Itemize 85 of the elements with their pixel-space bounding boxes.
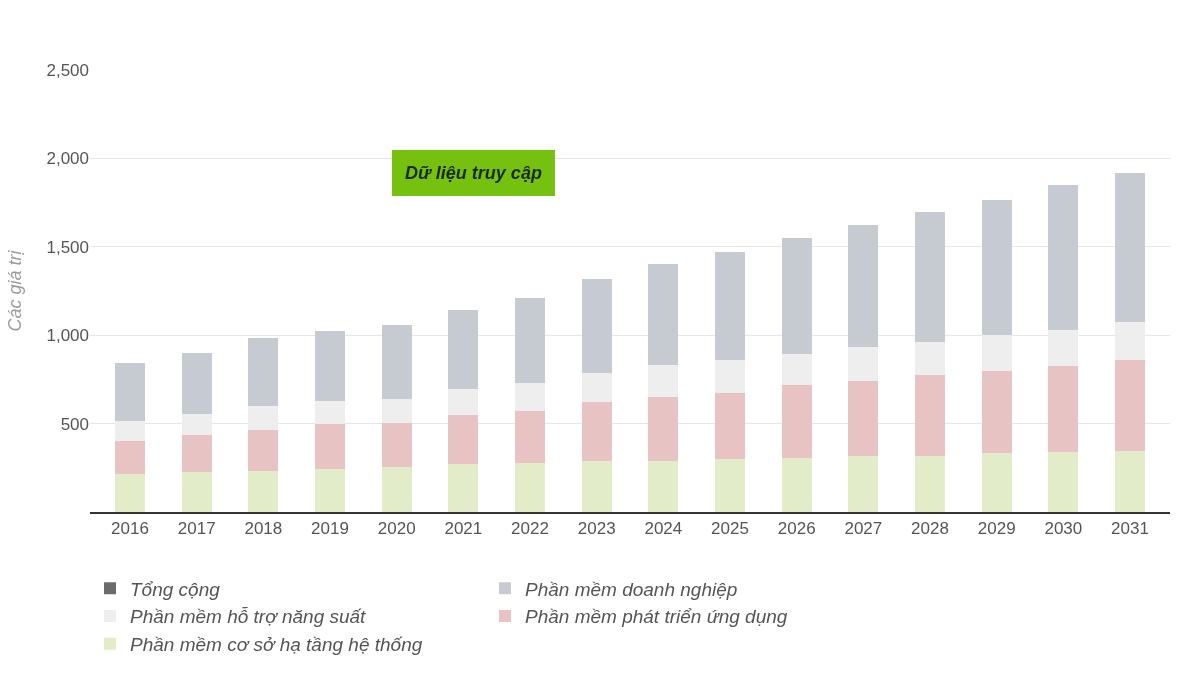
x-tick-label: 2026 (777, 519, 816, 539)
bar (248, 470, 279, 512)
bar (515, 463, 545, 512)
x-tick-label: 2017 (177, 519, 216, 539)
x-tick-label: 2018 (244, 519, 283, 539)
bar (448, 415, 479, 465)
bar (515, 411, 545, 464)
annotation: Dữ liệu truy cập (405, 163, 542, 183)
bar (581, 461, 612, 512)
legend-label: Phần mềm doanh nghiệp (525, 578, 738, 600)
x-tick-label: 2023 (577, 519, 616, 539)
bar (915, 341, 945, 376)
bar (448, 389, 479, 416)
bar (448, 464, 479, 512)
bar (848, 347, 879, 381)
bar (248, 429, 279, 471)
legend-label: Phần mềm phát triển ứng dụng (525, 606, 788, 628)
bar (648, 263, 679, 366)
bar (848, 224, 879, 348)
bar (515, 298, 545, 384)
bar (981, 453, 1012, 512)
bar (181, 434, 212, 472)
bar (648, 365, 679, 398)
bar (315, 330, 345, 402)
bar (848, 380, 879, 456)
x-tick-label: 2019 (311, 519, 349, 539)
bar (381, 399, 412, 424)
bar (181, 471, 212, 512)
bar (981, 199, 1012, 336)
x-tick-label: 2020 (377, 519, 416, 539)
x-tick-label: 2016 (111, 519, 149, 539)
legend-label: Tổng cộng (130, 578, 221, 600)
bar (115, 473, 145, 512)
bar (581, 278, 612, 373)
bar (515, 383, 545, 412)
bar (715, 251, 745, 361)
bar (248, 338, 279, 406)
bar (115, 441, 145, 474)
bar (448, 310, 479, 390)
x-tick-label: 2025 (711, 519, 749, 539)
bar (648, 461, 679, 512)
y-tick-label: 2,000 (46, 149, 89, 169)
bar (715, 458, 745, 512)
bar (181, 352, 212, 415)
bar (648, 397, 679, 462)
bar (915, 455, 945, 512)
y-tick-label: 2,500 (46, 60, 89, 80)
y-tick-label: 1,000 (46, 326, 89, 346)
bar (381, 423, 412, 468)
bar (1048, 452, 1079, 512)
bar (581, 372, 612, 403)
bar (1048, 365, 1079, 453)
x-tick-label: 2021 (444, 519, 483, 539)
bar (315, 424, 345, 469)
x-tick-label: 2027 (844, 519, 883, 539)
x-tick-label: 2022 (511, 519, 549, 539)
x-tick-label: 2024 (644, 519, 683, 539)
bar (981, 370, 1012, 454)
bar (381, 467, 412, 512)
y-axis-title: Các giá trị (4, 249, 25, 332)
bar (781, 457, 812, 512)
y-tick-label: 500 (60, 414, 89, 434)
bar (915, 211, 945, 342)
x-tick-label: 2031 (1111, 519, 1149, 539)
bar (115, 363, 145, 421)
x-tick-label: 2029 (977, 519, 1016, 539)
bar (581, 402, 612, 462)
y-tick-label: 1,500 (46, 237, 89, 257)
bar (381, 325, 412, 400)
bar (715, 360, 745, 393)
bar (1115, 360, 1145, 452)
bar (915, 375, 945, 456)
bar (1115, 172, 1145, 323)
bar (315, 468, 345, 512)
bar (781, 237, 812, 354)
bar (848, 455, 879, 512)
bar (715, 392, 745, 459)
legend-label: Phần mềm cơ sở hạ tầng hệ thống (130, 634, 423, 656)
x-tick-label: 2028 (911, 519, 949, 539)
bar (781, 385, 812, 458)
bar (781, 353, 812, 386)
bar (1115, 451, 1145, 512)
legend-label: Phần mềm hỗ trợ năng suất (130, 606, 367, 628)
bar (1048, 185, 1079, 330)
x-tick-label: 2030 (1044, 519, 1083, 539)
